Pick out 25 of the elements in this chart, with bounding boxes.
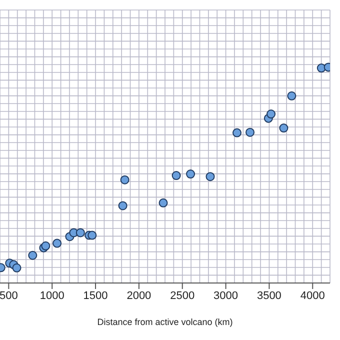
x-tick-label: 4000 (300, 290, 325, 302)
point (186, 170, 196, 179)
point (172, 171, 181, 180)
x-tick-label: 2500 (170, 290, 195, 302)
x-tick-label: 1000 (40, 290, 64, 302)
point (12, 263, 22, 272)
point (279, 124, 288, 133)
point (76, 228, 85, 238)
point (120, 175, 130, 184)
x-tick-label: 3000 (214, 290, 238, 302)
point (206, 172, 215, 182)
x-tick-label: 3500 (256, 290, 282, 302)
x-axis-title: Distance from active volcano (km) (97, 317, 233, 327)
point (52, 238, 62, 248)
point (287, 91, 296, 100)
point (118, 201, 128, 210)
x-tick-label: 2000 (126, 290, 152, 302)
point (246, 128, 255, 137)
x-tick-label: 1500 (83, 290, 108, 302)
point (266, 110, 276, 119)
x-tick-label: 500 (0, 290, 18, 302)
point (88, 230, 97, 240)
point (232, 128, 242, 138)
point (158, 198, 168, 208)
point (28, 250, 38, 260)
